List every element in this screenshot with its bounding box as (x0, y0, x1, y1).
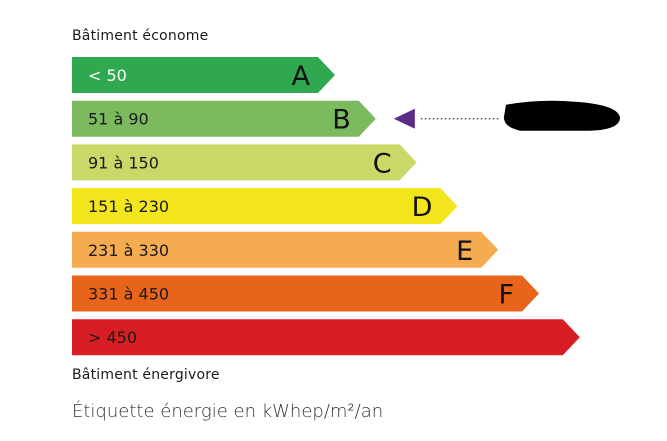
energy-class-b: 51 à 90 B (72, 100, 376, 137)
class-bar (72, 57, 335, 93)
bottom-caption: Bâtiment énergivore (72, 367, 220, 383)
redacted-value (503, 100, 620, 131)
class-range: 231 à 330 (88, 241, 169, 260)
class-letter: D (412, 192, 433, 223)
energy-class-a: < 50 A (72, 57, 335, 93)
class-bar (72, 100, 376, 137)
energy-class-e: 231 à 330 E (72, 231, 499, 268)
energy-class-c: 91 à 150 C (72, 144, 417, 181)
class-letter: A (292, 61, 311, 92)
class-letter: E (456, 236, 473, 267)
class-range: < 50 (88, 66, 127, 85)
energy-class-f: 331 à 450 F (72, 275, 539, 312)
class-bar (72, 231, 499, 268)
class-range: 331 à 450 (88, 285, 169, 304)
unit-caption: Étiquette énergie en kWhep/m²/an (72, 401, 384, 422)
class-bar (72, 319, 580, 356)
current-class-arrow-icon (393, 108, 415, 129)
energy-class-g: > 450 (72, 319, 580, 356)
top-caption: Bâtiment économe (72, 28, 209, 44)
class-bar (72, 188, 458, 225)
class-bar (72, 144, 417, 181)
class-range: > 450 (88, 328, 137, 347)
class-range: 151 à 230 (88, 197, 169, 216)
class-range: 91 à 150 (88, 153, 159, 172)
class-letter: F (498, 280, 514, 311)
class-letter: C (373, 148, 392, 179)
class-letter: B (332, 105, 351, 136)
class-bar (72, 275, 539, 312)
energy-class-d: 151 à 230 D (72, 188, 458, 225)
class-range: 51 à 90 (88, 110, 149, 129)
